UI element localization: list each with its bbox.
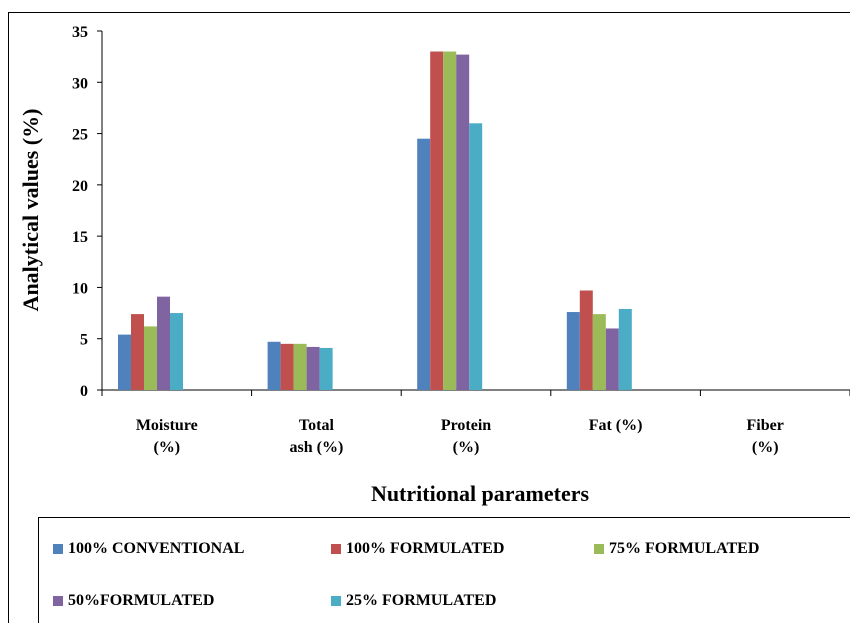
legend-item-100-formulated: 100% FORMULATED [331,540,504,558]
legend-swatch [594,544,604,554]
bar [417,138,431,390]
bar [118,334,131,390]
legend-item-100-conventional: 100% CONVENTIONAL [53,540,244,558]
x-tick-label: Total [299,417,335,434]
legend-label: 50%FORMULATED [68,592,215,609]
x-tick-label: (%) [153,439,180,456]
legend-label: 100% CONVENTIONAL [68,540,245,557]
bar [170,313,183,390]
chart-frame [8,12,850,623]
bar [280,343,294,390]
bar [566,312,580,390]
legend-item-50-formulated: 50%FORMULATED [53,592,214,610]
y-tick-label: 20 [72,178,88,195]
legend: 100% CONVENTIONAL 100% FORMULATED 75% FO… [38,517,850,623]
bar [131,314,144,390]
bar [293,343,307,390]
bar [605,328,619,390]
legend-item-75-formulated: 75% FORMULATED [594,540,759,558]
x-tick-label: Fiber [747,417,784,434]
y-tick-label: 30 [72,75,88,92]
y-tick-label: 0 [80,383,88,400]
x-tick-label: Fat (%) [589,417,643,434]
y-tick-label: 15 [72,229,88,246]
y-tick-label: 10 [72,280,88,297]
bar [469,123,483,391]
legend-swatch [331,544,341,554]
legend-label: 100% FORMULATED [346,540,505,557]
x-tick-label: (%) [752,439,779,456]
bar [157,296,170,390]
legend-item-25-formulated: 25% FORMULATED [331,592,496,610]
bar [443,51,457,391]
bar [306,346,320,390]
legend-swatch [53,596,63,606]
y-axis-title: Analytical values (%) [18,109,43,312]
bar [579,290,593,390]
x-axis-title: Nutritional parameters [371,481,590,506]
bar [618,308,632,390]
y-tick-label: 25 [72,127,88,144]
legend-label: 25% FORMULATED [346,592,497,609]
bar [430,51,444,391]
bar [144,326,157,390]
x-tick-label: Protein [441,417,491,434]
x-tick-label: (%) [453,439,480,456]
bar [456,54,470,390]
x-tick-label: ash (%) [290,439,344,456]
bar [592,314,606,390]
bar [267,341,281,390]
legend-label: 75% FORMULATED [609,540,760,557]
bar [319,347,333,390]
y-tick-label: 5 [80,332,88,349]
legend-swatch [53,544,63,554]
legend-swatch [331,596,341,606]
x-tick-label: Moisture [136,417,198,434]
y-tick-label: 35 [72,24,88,41]
